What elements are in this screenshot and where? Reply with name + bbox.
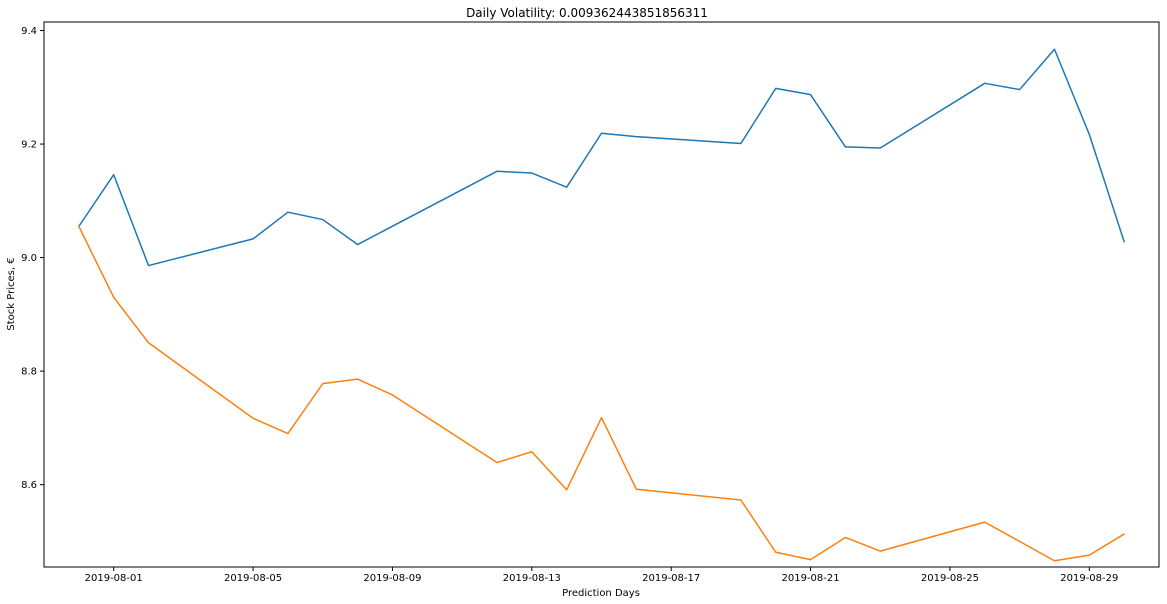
x-axis: 2019-08-01 2019-08-05 2019-08-09 2019-08-13… bbox=[85, 567, 1118, 584]
y-axis-label: Stock Prices, € bbox=[6, 257, 17, 330]
y-tick-label: 8.6 bbox=[21, 480, 37, 491]
x-tick-label: 2019-08-17 bbox=[642, 573, 700, 584]
x-tick-label: 2019-08-09 bbox=[363, 573, 421, 584]
y-tick-label: 9.0 bbox=[21, 253, 37, 264]
series-group bbox=[78, 48, 1125, 562]
x-tick-label: 2019-08-01 bbox=[85, 573, 143, 584]
y-tick-label: 9.2 bbox=[21, 140, 37, 151]
x-axis-label: Prediction Days bbox=[562, 588, 640, 599]
series-line-2 bbox=[78, 225, 1125, 562]
y-tick-label: 9.4 bbox=[21, 26, 37, 37]
y-tick-label: 8.8 bbox=[21, 367, 37, 378]
x-tick-label: 2019-08-25 bbox=[921, 573, 979, 584]
series-line-1 bbox=[78, 48, 1125, 267]
x-tick-label: 2019-08-05 bbox=[224, 573, 282, 584]
plot-area-frame bbox=[43, 21, 1160, 568]
x-tick-label: 2019-08-29 bbox=[1060, 573, 1118, 584]
x-tick-label: 2019-08-21 bbox=[782, 573, 840, 584]
chart-title: Daily Volatility: 0.009362443851856311 bbox=[466, 6, 708, 20]
x-tick-label: 2019-08-13 bbox=[503, 573, 561, 584]
y-axis: 8.6 8.8 9.0 9.2 9.4 bbox=[21, 26, 44, 491]
